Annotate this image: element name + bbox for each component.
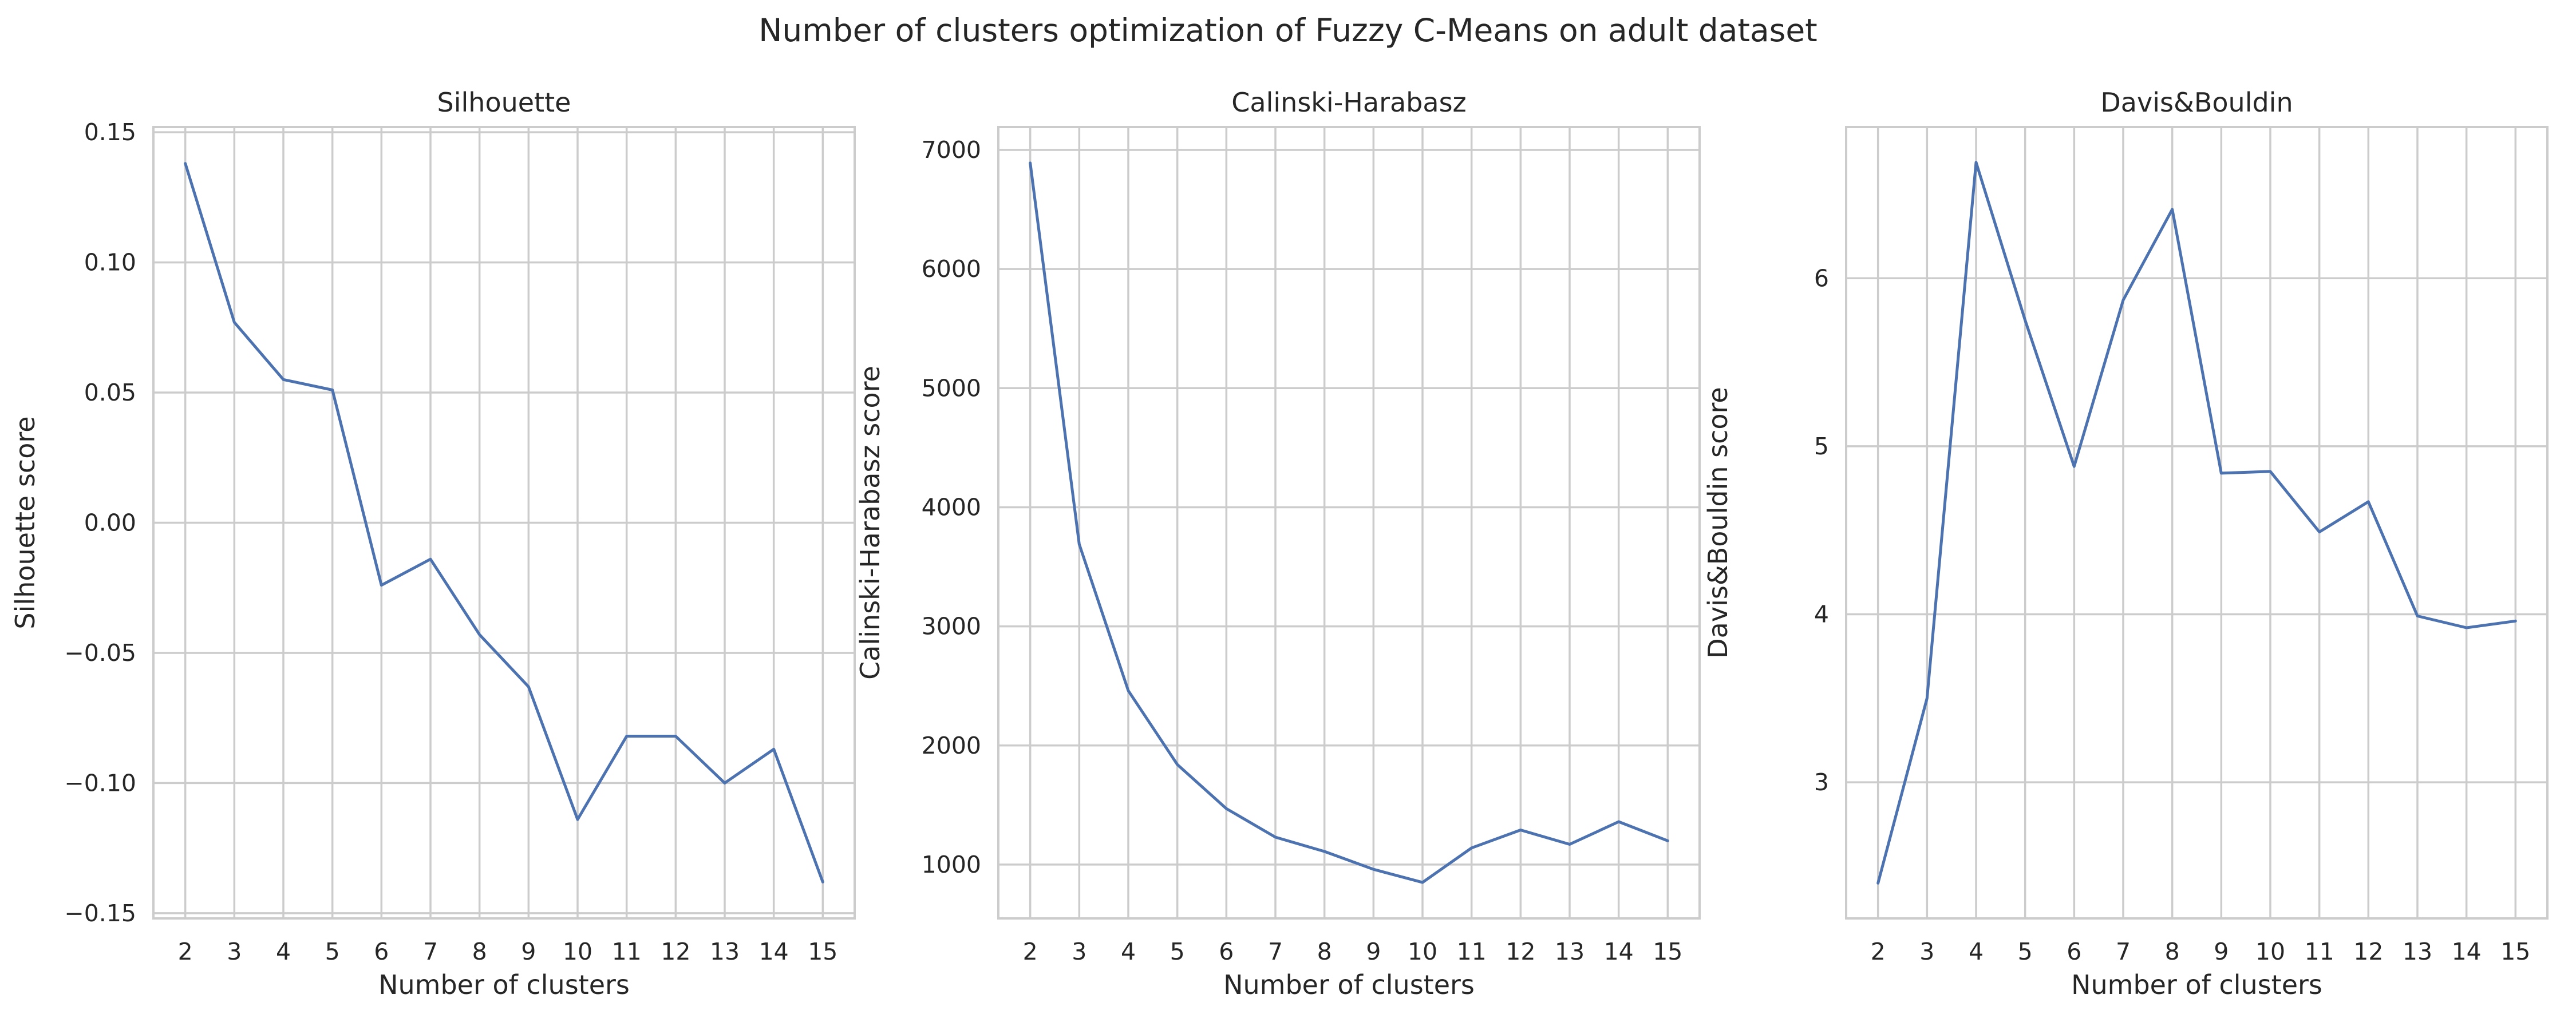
y-tick-labels: 3 4 5 6 [1814,264,1829,796]
x-tick-label: 3 [1919,938,1934,965]
x-tick-label: 13 [710,938,740,965]
y-tick-label: 2000 [922,732,981,759]
x-tick-label: 3 [227,938,242,965]
y-tick-labels: 0.15 0.10 0.05 0.00 −0.05 −0.10 −0.15 [64,118,136,927]
y-tick-label: 5 [1814,433,1829,460]
y-tick-label: 0.10 [84,249,136,276]
x-tick-label: 4 [276,938,291,965]
x-tick-label: 15 [1653,938,1682,965]
plot-area-frame [152,126,856,920]
x-tick-label: 7 [1268,938,1283,965]
x-tick-label: 13 [2403,938,2432,965]
x-tick-label: 10 [563,938,592,965]
y-axis-label: Silhouette score [10,416,41,629]
x-tick-label: 8 [472,938,487,965]
subplot-title: Silhouette [437,87,571,118]
x-tick-label: 11 [2305,938,2334,965]
plot-area-frame [997,126,1701,920]
grid-lines [998,127,1700,918]
x-tick-label: 8 [1317,938,1332,965]
x-tick-label: 7 [2116,938,2131,965]
y-tick-label: 0.05 [84,379,136,406]
x-tick-label: 12 [1506,938,1535,965]
x-tick-label: 14 [2452,938,2482,965]
x-tick-label: 9 [521,938,536,965]
y-axis-label: Calinski-Harabasz score [855,366,886,680]
plot-area-frame [1845,126,2549,920]
y-tick-label: −0.15 [64,900,136,927]
y-tick-label: 6000 [922,255,981,283]
x-tick-label: 9 [2214,938,2229,965]
x-tick-label: 5 [325,938,340,965]
x-tick-label: 4 [1969,938,1984,965]
x-tick-label: 2 [1023,938,1038,965]
x-tick-label: 10 [2255,938,2285,965]
grid-lines [153,127,855,918]
x-tick-label: 11 [612,938,642,965]
y-axis-label: Davis&Bouldin score [1702,387,1733,658]
x-tick-label: 7 [423,938,438,965]
y-tick-label: 3000 [922,613,981,640]
x-axis-label: Number of clusters [378,969,630,1000]
x-tick-label: 10 [1408,938,1437,965]
y-tick-label: 3 [1814,768,1829,796]
grid-lines [1846,127,2547,918]
x-tick-label: 9 [1366,938,1381,965]
x-tick-label: 5 [2018,938,2033,965]
y-tick-labels: 1000 2000 3000 4000 5000 6000 7000 [922,136,981,878]
x-axis-label: Number of clusters [2071,969,2322,1000]
x-tick-label: 11 [1457,938,1487,965]
subplot-title: Calinski-Harabasz [1231,87,1466,118]
subplot-calinski-harabasz: Calinski-Harabasz 2 3 4 5 6 7 8 9 10 11 12 13 14 15 1… [855,87,1701,1000]
x-tick-label: 6 [2067,938,2081,965]
x-tick-label: 13 [1555,938,1585,965]
x-tick-label: 12 [2353,938,2383,965]
x-tick-label: 6 [1219,938,1234,965]
x-tick-label: 4 [1121,938,1136,965]
silhouette-score-line [184,162,824,884]
x-tick-label: 8 [2165,938,2180,965]
figure-title: Number of clusters optimization of Fuzzy… [758,12,1818,49]
x-tick-label: 15 [2500,938,2530,965]
x-tick-label: 2 [178,938,193,965]
x-tick-label: 14 [759,938,789,965]
x-tick-label: 2 [1871,938,1886,965]
y-tick-label: −0.10 [64,769,136,797]
y-tick-label: 1000 [922,851,981,878]
calinski-harabasz-score-line [1029,161,1669,884]
subplot-title: Davis&Bouldin [2100,87,2293,118]
y-tick-label: 7000 [922,136,981,164]
x-tick-label: 15 [808,938,837,965]
y-tick-label: −0.05 [64,639,136,667]
x-tick-label: 5 [1170,938,1185,965]
y-tick-label: 4 [1814,601,1829,628]
subplot-davis-bouldin: Davis&Bouldin 2 3 4 5 6 7 8 9 10 11 12 13 14 15 3456 … [1702,87,2549,1000]
x-tick-label: 3 [1072,938,1086,965]
subplot-silhouette: Silhouette 2 3 4 5 6 7 8 9 10 11 12 13 14 15 0.15 0.10… [10,87,856,1000]
x-tick-label: 12 [661,938,690,965]
y-tick-label: 0.15 [84,118,136,146]
y-tick-label: 0.00 [84,509,136,537]
y-tick-label: 6 [1814,264,1829,292]
y-tick-label: 4000 [922,493,981,521]
davis-bouldin-score-line [1876,161,2517,885]
x-tick-labels: 2 3 4 5 6 7 8 9 10 11 12 13 14 15 [1871,938,2531,965]
x-tick-label: 14 [1604,938,1634,965]
y-tick-label: 5000 [922,374,981,402]
x-tick-labels: 2 3 4 5 6 7 8 9 10 11 12 13 14 15 [178,938,838,965]
x-tick-label: 6 [374,938,389,965]
x-axis-label: Number of clusters [1223,969,1475,1000]
x-tick-labels: 2 3 4 5 6 7 8 9 10 11 12 13 14 15 [1023,938,1683,965]
